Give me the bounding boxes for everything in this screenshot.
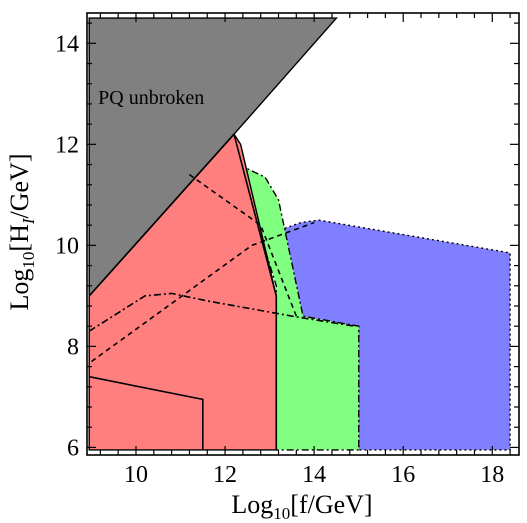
x-axis-title: Log10[f/GeV] xyxy=(231,490,372,523)
curves-layer xyxy=(88,133,355,450)
y-tick-label-0: 6 xyxy=(67,435,79,461)
frame-rect xyxy=(86,12,520,456)
curve-4 xyxy=(88,133,235,297)
annotation-0: PQ unbroken xyxy=(98,87,204,109)
curve-3 xyxy=(89,375,204,450)
x-tick-label-1: 12 xyxy=(213,462,237,488)
annotations-layer: PQ unbroken xyxy=(98,87,204,109)
x-tick-label-3: 16 xyxy=(391,462,415,488)
y-tick-label-3: 12 xyxy=(55,132,79,158)
curve-5 xyxy=(233,133,278,450)
curve-0 xyxy=(91,221,315,363)
curve-1 xyxy=(188,173,298,317)
curve-2 xyxy=(88,292,355,332)
regions-layer xyxy=(88,17,511,451)
y-axis-title: Log10[HI/GeV] xyxy=(5,154,38,311)
y-tick-label-2: 10 xyxy=(55,233,79,259)
x-tick-label-2: 14 xyxy=(302,462,326,488)
x-tick-label-4: 18 xyxy=(480,462,504,488)
x-tick-label-0: 10 xyxy=(124,462,148,488)
plot-frame xyxy=(86,12,520,456)
tick-labels-layer: 10 12 14 16 18 6 8 10 12 14 xyxy=(55,31,504,488)
y-tick-label-4: 14 xyxy=(55,31,79,57)
y-tick-label-1: 8 xyxy=(67,334,79,360)
ticks-layer xyxy=(87,13,519,455)
